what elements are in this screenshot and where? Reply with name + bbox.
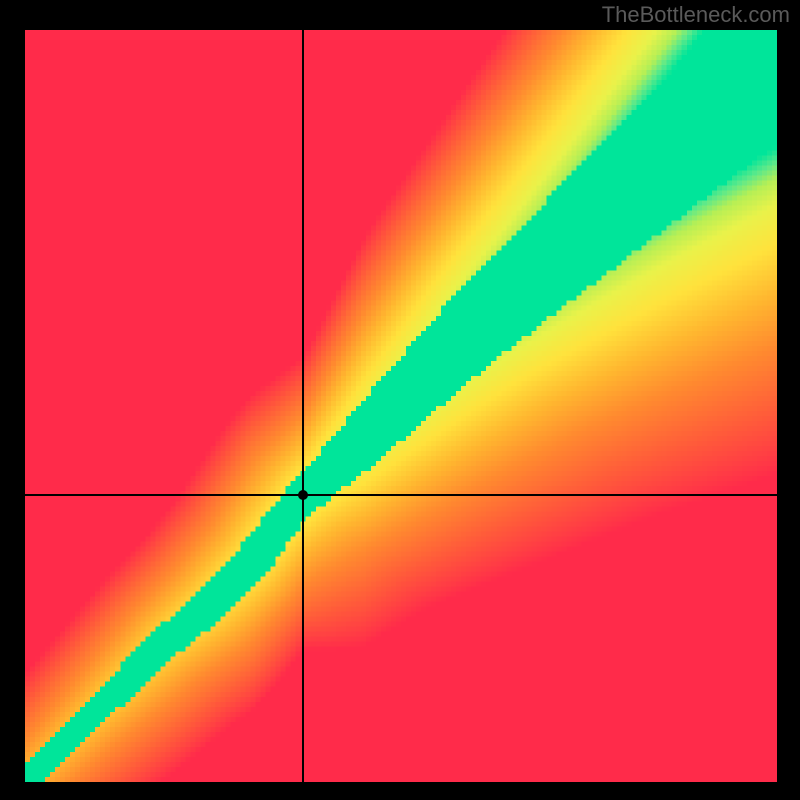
chart-container: TheBottleneck.com [0, 0, 800, 800]
watermark-label: TheBottleneck.com [602, 2, 790, 28]
marker-point [298, 490, 308, 500]
crosshair-horizontal [25, 494, 777, 496]
crosshair-vertical [302, 30, 304, 782]
heatmap-canvas [25, 30, 777, 782]
